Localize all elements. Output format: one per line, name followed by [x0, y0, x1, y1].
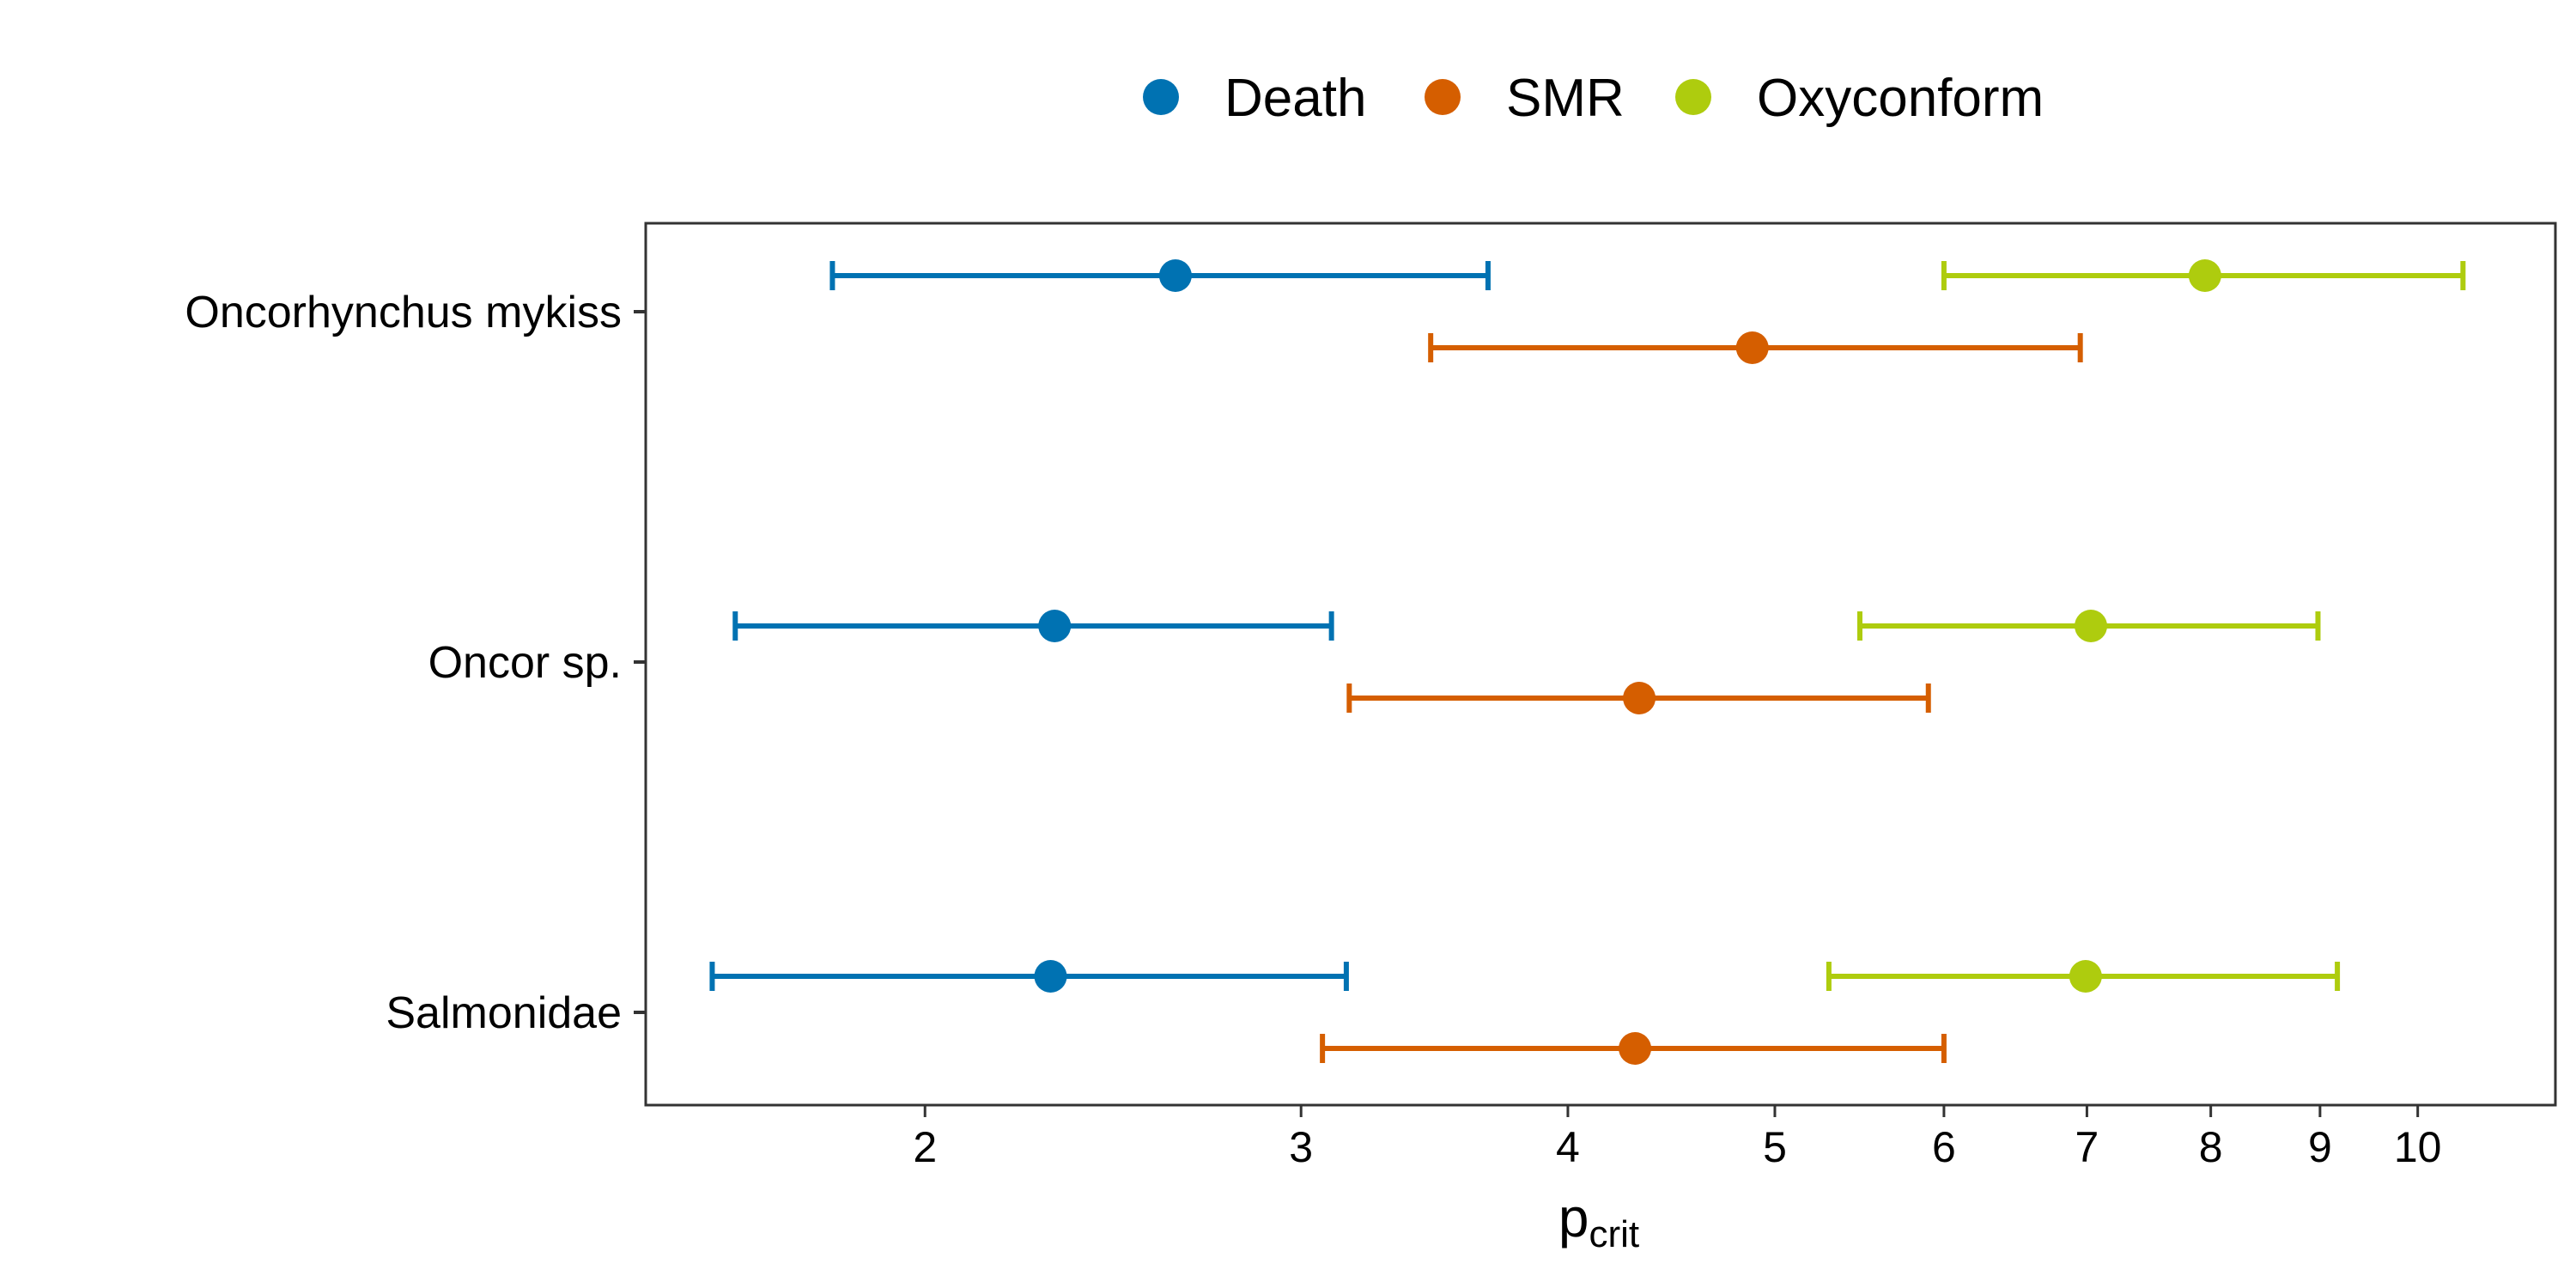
legend-label-death: Death [1224, 69, 1366, 128]
x-tick-label-6: 6 [1932, 1123, 1956, 1171]
legend-key-death [1143, 79, 1179, 115]
series-oxyconform [1826, 259, 2466, 993]
x-tick-label-2: 2 [913, 1123, 937, 1171]
point-death-oncor-sp [1038, 610, 1072, 642]
point-oxyconform-salmonidae [2069, 960, 2102, 993]
legend-key-oxyconform [1675, 79, 1711, 115]
x-tick-label-10: 10 [2394, 1123, 2442, 1171]
point-death-salmonidae [1034, 960, 1067, 993]
legend-label-smr: SMR [1506, 69, 1625, 128]
plot-panel [644, 222, 2557, 1107]
y-tick-label-oncorhynchus-mykiss: Oncorhynchus mykiss [185, 288, 622, 337]
x-tick-label-3: 3 [1289, 1123, 1313, 1171]
series-death [709, 259, 1491, 993]
x-axis: 2 3 4 5 6 7 8 9 10 [913, 1105, 2441, 1171]
point-smr-oncorhynchus-mykiss [1735, 331, 1769, 364]
chart-marks [709, 259, 2466, 1065]
x-tick-label-9: 9 [2308, 1123, 2332, 1171]
y-tick-label-oncor-sp: Oncor sp. [428, 638, 622, 688]
x-tick-label-7: 7 [2075, 1123, 2099, 1171]
point-death-oncorhynchus-mykiss [1158, 259, 1192, 292]
x-axis-title: pcrit [1558, 1187, 1639, 1255]
x-tick-label-8: 8 [2199, 1123, 2223, 1171]
point-smr-oncor-sp [1623, 682, 1656, 714]
legend-label-oxyconform: Oxyconform [1757, 69, 2044, 128]
x-tick-label-5: 5 [1763, 1123, 1787, 1171]
point-smr-salmonidae [1619, 1032, 1652, 1065]
point-oxyconform-oncorhynchus-mykiss [2188, 259, 2221, 292]
point-oxyconform-oncor-sp [2075, 610, 2108, 642]
x-tick-label-4: 4 [1556, 1123, 1580, 1171]
x-axis-title-subscript: crit [1589, 1213, 1639, 1255]
x-axis-title-main: p [1558, 1187, 1589, 1249]
series-smr [1320, 331, 2083, 1065]
y-axis: Oncorhynchus mykiss Oncor sp. Salmonidae [185, 288, 646, 1038]
legend: Death SMR Oxyconform [1143, 69, 2044, 128]
legend-key-smr [1425, 79, 1461, 115]
y-tick-label-salmonidae: Salmonidae [386, 988, 622, 1038]
